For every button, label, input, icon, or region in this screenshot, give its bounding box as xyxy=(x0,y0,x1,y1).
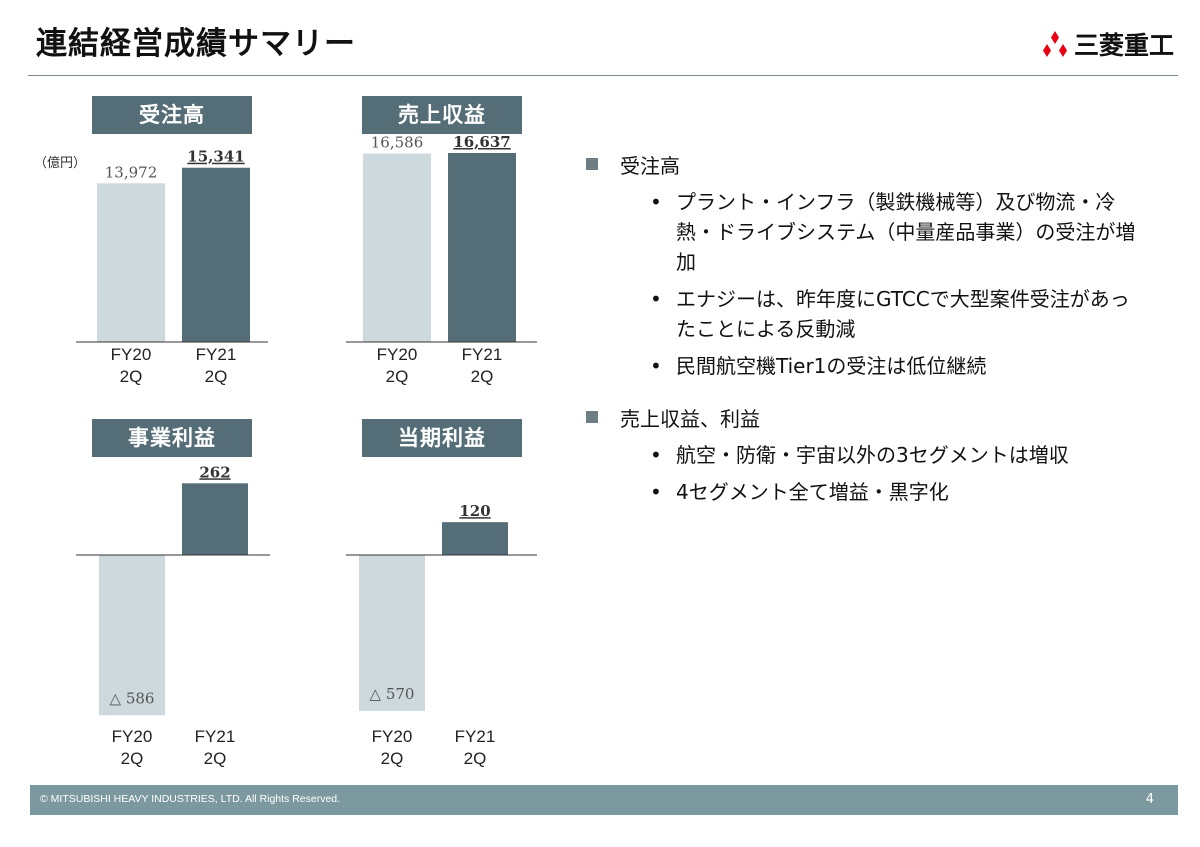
title-divider xyxy=(28,75,1178,76)
value-label: 16,637 xyxy=(453,133,510,151)
category-label: FY20 xyxy=(112,727,153,746)
bullet-heading: 売上収益、利益 xyxy=(620,407,760,431)
bullet-list-revenue-profit: 航空・防衛・宇宙以外の3セグメントは増収 4セグメント全て増益・黒字化 xyxy=(580,440,1180,507)
bullet-heading: 受注高 xyxy=(620,154,680,178)
chart-2: △ 586 FY20 2Q 262 FY21 2Q xyxy=(76,463,270,768)
category-label: 2Q xyxy=(120,367,143,386)
category-label: FY21 xyxy=(195,727,236,746)
page-number: 4 xyxy=(1145,792,1154,807)
square-bullet-icon xyxy=(586,411,598,423)
bar-prior xyxy=(97,183,165,342)
category-label: 2Q xyxy=(386,367,409,386)
category-label: 2Q xyxy=(205,367,228,386)
category-label: FY21 xyxy=(462,345,503,364)
value-label: 13,972 xyxy=(105,163,158,181)
category-label: FY20 xyxy=(377,345,418,364)
bar-prior xyxy=(363,153,431,342)
bar-current xyxy=(182,483,248,555)
three-diamonds-icon xyxy=(1042,31,1067,57)
logo-text: 三菱重工 xyxy=(1073,31,1174,60)
copyright-text: © MITSUBISHI HEAVY INDUSTRIES, LTD. All … xyxy=(40,793,341,805)
chart-title-net-profit: 当期利益 xyxy=(362,419,522,457)
footer-bar: © MITSUBISHI HEAVY INDUSTRIES, LTD. All … xyxy=(30,785,1178,815)
bar-current xyxy=(448,153,516,342)
chart-title-orders: 受注高 xyxy=(92,96,252,134)
charts-area: 13,972 FY20 2Q 15,341 FY21 2Q 16,586 FY20 2Q 16,6… xyxy=(76,133,537,768)
value-label: △ 586 xyxy=(110,689,155,707)
square-bullet-icon xyxy=(586,158,598,170)
bullet-item: 民間航空機Tier1の受注は低位継続 xyxy=(580,351,1146,381)
bullet-list-orders: プラント・インフラ（製鉄機械等）及び物流・冷熱・ドライブシステム（中量産品事業）… xyxy=(580,187,1180,381)
bullet-panel: 受注高 プラント・インフラ（製鉄機械等）及び物流・冷熱・ドライブシステム（中量産… xyxy=(580,150,1180,529)
bullet-item: 4セグメント全て増益・黒字化 xyxy=(580,477,1146,507)
bullet-item: プラント・インフラ（製鉄機械等）及び物流・冷熱・ドライブシステム（中量産品事業）… xyxy=(580,187,1146,277)
category-label: 2Q xyxy=(121,749,144,768)
page-title: 連結経営成績サマリー xyxy=(36,26,356,62)
bullet-section-revenue-profit: 売上収益、利益 xyxy=(580,403,1180,432)
value-label: 15,341 xyxy=(187,148,244,166)
bar-prior xyxy=(359,555,425,711)
chart-0: 13,972 FY20 2Q 15,341 FY21 2Q xyxy=(76,148,268,386)
category-label: FY20 xyxy=(372,727,413,746)
bar-current xyxy=(442,522,508,555)
bullet-section-orders: 受注高 xyxy=(580,150,1180,179)
bullet-item: エナジーは、昨年度にGTCCで大型案件受注があったことによる反動減 xyxy=(580,284,1146,344)
value-label: △ 570 xyxy=(370,685,415,703)
value-label: 16,586 xyxy=(371,134,424,152)
chart-1: 16,586 FY20 2Q 16,637 FY21 2Q xyxy=(346,133,537,386)
category-label: 2Q xyxy=(204,749,227,768)
chart-title-revenue: 売上収益 xyxy=(362,96,522,134)
bullet-item: 航空・防衛・宇宙以外の3セグメントは増収 xyxy=(580,440,1146,470)
category-label: FY21 xyxy=(455,727,496,746)
category-label: 2Q xyxy=(381,749,404,768)
category-label: 2Q xyxy=(471,367,494,386)
chart-3: △ 570 FY20 2Q 120 FY21 2Q xyxy=(346,502,537,768)
category-label: FY21 xyxy=(196,345,237,364)
company-logo: 三菱重工 xyxy=(1040,26,1174,62)
category-label: 2Q xyxy=(464,749,487,768)
bar-current xyxy=(182,167,250,342)
category-label: FY20 xyxy=(111,345,152,364)
value-label: 262 xyxy=(199,463,230,481)
unit-label: （億円） xyxy=(34,156,87,171)
chart-title-business-profit: 事業利益 xyxy=(92,419,252,457)
value-label: 120 xyxy=(459,502,490,520)
bar-prior xyxy=(99,555,165,716)
